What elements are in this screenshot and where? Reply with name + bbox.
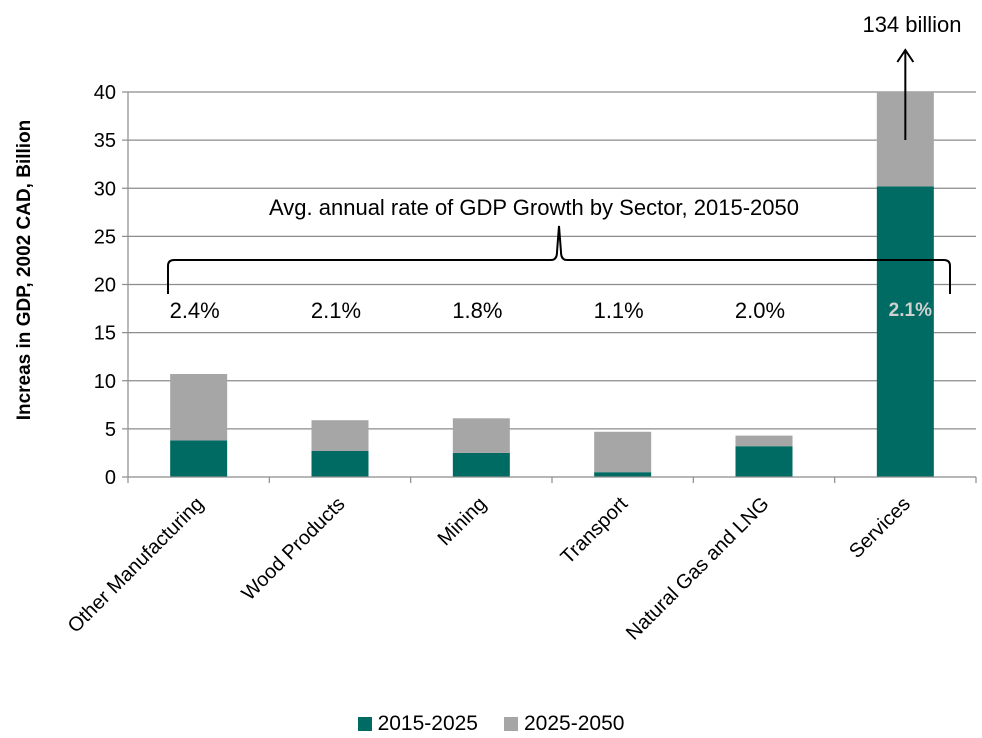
axes [127, 92, 977, 483]
y-tick-label: 10 [94, 371, 116, 393]
y-tick-label: 30 [94, 178, 116, 200]
legend: 2015-2025 2025-2050 [0, 712, 982, 736]
legend-swatch [357, 717, 372, 731]
x-tick-label: Mining [434, 493, 491, 550]
y-axis-label: Increas in GDP, 2002 CAD, Billion [14, 120, 35, 421]
bar-2025-2050 [452, 418, 510, 453]
x-tick-label: Transport [557, 493, 633, 569]
bar-2015-2025 [452, 452, 510, 477]
growth-rate-labels: 2.4% 2.1% 1.8% 1.1% 2.0% 2.1% [170, 298, 933, 323]
growth-rate-label: 2.0% [735, 298, 785, 323]
bar-2025-2050 [735, 435, 793, 447]
growth-rate-label: 2.4% [170, 298, 220, 323]
growth-rate-label: 2.1% [889, 300, 932, 321]
y-tick-label: 20 [94, 275, 116, 297]
bar-2015-2025 [876, 186, 934, 477]
y-tick-labels: 0 5 10 15 20 25 30 35 40 [94, 82, 116, 489]
legend-item-2025-2050: 2025-2050 [504, 712, 624, 736]
legend-item-2015-2025: 2015-2025 [357, 712, 478, 736]
y-tick-label: 35 [94, 130, 116, 152]
growth-rate-label: 1.1% [594, 298, 644, 323]
y-tick-label: 5 [105, 419, 116, 441]
bar-2025-2050 [170, 374, 228, 441]
growth-bracket [167, 225, 951, 294]
y-tick-label: 25 [94, 226, 116, 248]
y-tick-label: 40 [94, 82, 116, 104]
x-tick-label: Other Manufacturing [64, 493, 208, 637]
bar-2015-2025 [311, 451, 369, 477]
bracket-label: Avg. annual rate of GDP Growth by Sector… [269, 195, 799, 220]
chart: 0 5 10 15 20 25 30 35 40 Other Manufacturing Wood… [14, 12, 977, 645]
x-tick-label: Wood Products [238, 493, 350, 605]
y-tick-label: 0 [105, 467, 116, 489]
annotations: Avg. annual rate of GDP Growth by Sector… [167, 12, 962, 323]
gridlines [122, 91, 976, 478]
x-tick-labels: Other Manufacturing Wood Products Mining Tr… [64, 493, 915, 645]
bar-2025-2050 [594, 431, 652, 473]
x-tick-label: Services [845, 493, 915, 563]
x-tick-label: Natural Gas and LNG [622, 493, 774, 645]
arrow-head [896, 48, 915, 63]
legend-label: 2015-2025 [377, 712, 478, 735]
growth-rate-label: 2.1% [311, 298, 361, 323]
bar-2015-2025 [594, 472, 652, 477]
y-tick-label: 15 [94, 323, 116, 345]
bars [170, 92, 934, 477]
legend-label: 2025-2050 [524, 712, 625, 735]
growth-rate-label: 1.8% [452, 298, 502, 323]
bar-2015-2025 [170, 440, 228, 477]
legend-swatch [504, 717, 518, 731]
overflow-label: 134 billion [862, 12, 961, 37]
bar-2015-2025 [735, 446, 793, 477]
bar-2025-2050 [311, 420, 369, 452]
